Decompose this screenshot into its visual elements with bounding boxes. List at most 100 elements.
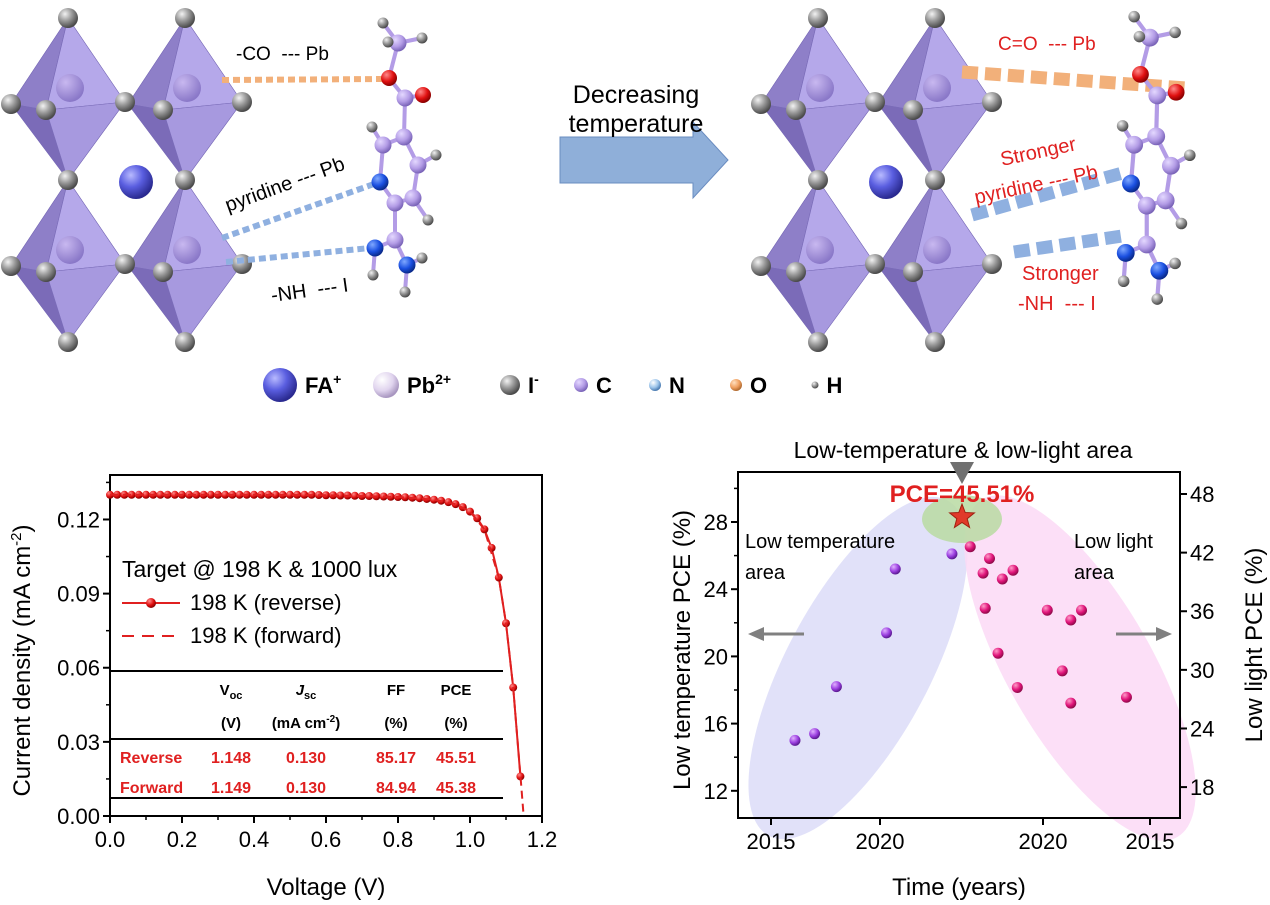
- x-tick-label: 2020: [856, 829, 905, 854]
- octahedron-face: [162, 17, 243, 111]
- data-point: [142, 490, 150, 499]
- iodide-ion: [153, 100, 173, 120]
- iodide-ion: [36, 262, 56, 282]
- legend-label: N: [669, 373, 685, 398]
- pce-time-chart: 2015 2020 2020 2015 12 16 20 24 28 18 24 30 36 42 48 Ti…: [669, 437, 1268, 901]
- legend-item: I-: [500, 371, 539, 398]
- hydrogen-sphere-icon: [811, 381, 819, 389]
- pbi6-octahedron: [127, 17, 243, 181]
- iodide-ion: [1, 94, 21, 114]
- oxygen-sphere-icon: [730, 379, 742, 391]
- table-cell: 0.130: [286, 750, 326, 767]
- legend-item: Pb2+: [373, 371, 451, 398]
- pb-ion: [923, 74, 951, 102]
- octahedron-face: [912, 101, 993, 181]
- carbon-atom: [386, 231, 404, 249]
- low-light-point: [1065, 614, 1077, 626]
- carbon-atom: [1137, 235, 1156, 254]
- x-tick-label: 2015: [747, 829, 796, 854]
- iodide-ion: [175, 170, 195, 190]
- table-unit-text: (mA cm: [272, 715, 326, 732]
- pyridine-pb-label: pyridine --- Pb: [222, 153, 348, 217]
- carbon-atom: [386, 194, 404, 212]
- x-tick-label: 2015: [1126, 829, 1175, 854]
- legend-label-text: FA: [305, 373, 333, 398]
- data-point: [322, 491, 330, 500]
- iodide-ion: [925, 332, 945, 352]
- legend-label: Pb2+: [407, 371, 451, 398]
- table-unit-text: (%): [384, 715, 407, 732]
- series-line: [110, 493, 525, 817]
- iodide-ion: [925, 170, 945, 190]
- data-point: [235, 490, 244, 499]
- octahedron-face: [912, 263, 993, 343]
- pyridine-pb-label-strong-1: Stronger: [998, 133, 1078, 171]
- region-label: Low temperature: [745, 531, 895, 553]
- y-axis-label: Current density (mA cm-2): [8, 524, 36, 796]
- table-header-main: PCE: [441, 682, 472, 699]
- y-right-tick-label: 30: [1190, 658, 1214, 683]
- interaction-bond: [1013, 229, 1123, 259]
- low-temperature-region: [748, 496, 968, 840]
- table-header: Voc: [220, 682, 243, 702]
- table-unit: (V): [221, 715, 241, 732]
- carbon-atom: [389, 34, 407, 52]
- y-right-tick-label: 36: [1190, 599, 1214, 624]
- y-right-tick-label: 18: [1190, 775, 1214, 800]
- data-point: [221, 490, 230, 499]
- x-tick-label: 0.0: [95, 827, 126, 852]
- legend-label: FA+: [305, 371, 341, 398]
- oxygen-atom: [415, 87, 431, 103]
- carbon-sphere-icon: [574, 378, 588, 392]
- oxygen-atom: [1167, 83, 1185, 101]
- legend-entry: 198 K (reverse): [190, 590, 342, 615]
- table-row-label: Forward: [120, 780, 183, 797]
- legend-item: FA+: [263, 368, 341, 402]
- iodide-ion: [232, 92, 252, 112]
- iodide-ion: [1, 256, 21, 276]
- pbi6-octahedron: [877, 179, 993, 343]
- table-header-sub: oc: [230, 690, 243, 702]
- iodide-ion: [865, 92, 885, 112]
- table-header: PCE: [441, 682, 472, 699]
- table-header-sub: sc: [304, 690, 316, 702]
- data-point: [350, 491, 359, 500]
- low-temperature-point: [789, 734, 801, 746]
- pbi6-octahedron: [10, 17, 126, 181]
- iodide-ion: [58, 170, 78, 190]
- x-tick-label: 2020: [1019, 829, 1068, 854]
- iodide-ion: [115, 254, 135, 274]
- interaction-bond: [961, 65, 1187, 95]
- table-row-label: Reverse: [120, 750, 182, 767]
- carbon-atom: [1137, 196, 1156, 215]
- iodide-ion: [982, 92, 1002, 112]
- iodide-ion: [808, 8, 828, 28]
- y-tick-label: 0.00: [57, 804, 100, 829]
- x-tick-label: 1.2: [527, 827, 558, 852]
- pb-ion: [56, 74, 84, 102]
- carbon-atom: [396, 89, 414, 107]
- fa-sphere-icon: [263, 368, 297, 402]
- carbon-atom: [1148, 86, 1167, 105]
- low-temperature-point: [881, 627, 893, 639]
- star-icon: [948, 502, 976, 529]
- pb-ion: [173, 74, 201, 102]
- data-point: [401, 493, 410, 502]
- carbon-atom: [1156, 191, 1175, 210]
- y-left-tick-label: 12: [704, 779, 728, 804]
- y-tick-label: 0.03: [57, 730, 100, 755]
- arrow-right-icon: [559, 120, 729, 200]
- hydrogen-atom: [416, 32, 428, 44]
- low-light-point: [979, 602, 991, 614]
- table-unit: (%): [384, 715, 407, 732]
- x-tick-label: 0.2: [167, 827, 198, 852]
- region-label: area: [1074, 562, 1115, 584]
- hydrogen-atom: [416, 252, 428, 264]
- y-tick-label: 0.12: [57, 507, 100, 532]
- legend-label-sup: 2+: [435, 371, 451, 387]
- carbon-atom: [404, 189, 422, 207]
- pb-ion: [923, 236, 951, 264]
- table-cell: 45.38: [436, 780, 476, 797]
- nitrogen-atom: [398, 256, 416, 274]
